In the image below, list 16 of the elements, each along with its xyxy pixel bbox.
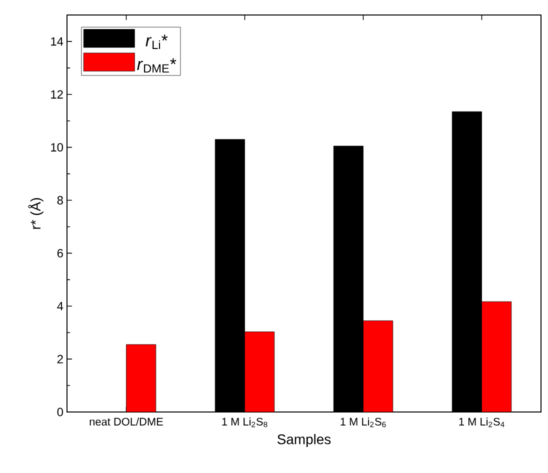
y-tick-label: 12 [51,90,63,99]
y-axis-title: r* (Å) [28,198,44,229]
x-tick-label: 1 M Li$_{2}$S$_{8}$ [222,418,268,428]
y-tick-label: 2 [57,354,63,364]
y-tick-label: 4 [57,302,64,310]
y-tick-label: 14 [51,37,64,46]
legend-label: r$_{Li}$* [146,34,168,49]
y-tick-label: 10 [51,143,64,152]
y-tick-label: 6 [57,248,63,258]
legend-label: r$_{DME}$* [137,58,176,73]
x-tick-label: neat DOL/DME [90,418,163,426]
y-tick-label: 8 [57,196,63,204]
y-tick-label: 0 [57,408,64,416]
x-tick-label: 1 M Li$_{2}$S$_{6}$ [340,418,386,428]
x-axis-title: Samples [278,434,331,448]
x-tick-label: 1 M Li$_{2}$S$_{4}$ [459,418,504,428]
